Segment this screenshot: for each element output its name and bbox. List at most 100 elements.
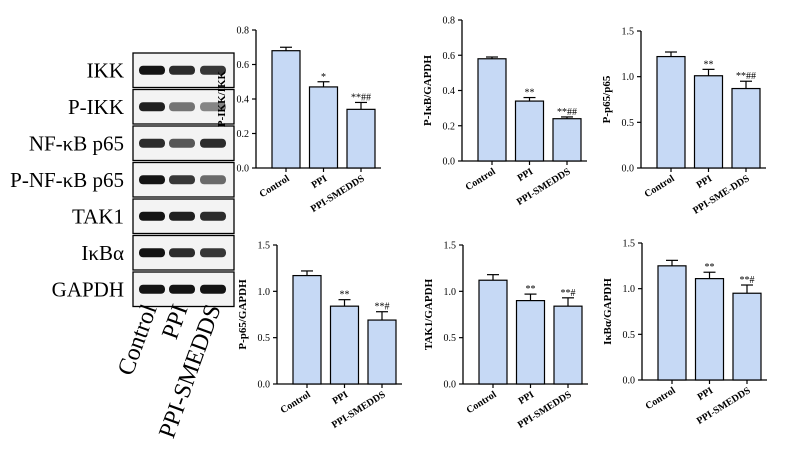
bar <box>732 292 762 381</box>
blot-band <box>200 211 226 221</box>
bar <box>478 279 508 385</box>
significance-label: ** <box>525 88 535 99</box>
blot-lane-label: Control <box>113 301 163 379</box>
blot-band <box>169 211 195 221</box>
x-tick-label: PPI <box>695 173 715 191</box>
y-tick-label: 0.0 <box>623 376 636 387</box>
y-tick-label: 1.5 <box>258 241 271 252</box>
significance-label: **## <box>736 71 756 82</box>
y-tick-label: 0.5 <box>623 330 636 341</box>
significance-label: **# <box>740 275 755 286</box>
y-tick-label: 1.0 <box>258 287 271 298</box>
y-tick-label: 0.2 <box>443 121 456 132</box>
bar <box>694 278 725 381</box>
bar <box>308 86 339 169</box>
significance-label: * <box>321 72 326 83</box>
blot-band <box>169 65 195 75</box>
blot-protein-label: IκBα <box>81 241 124 265</box>
bar <box>515 300 546 385</box>
blot-band <box>139 138 165 148</box>
y-tick-label: 0.5 <box>444 333 457 344</box>
bar <box>656 55 686 169</box>
y-axis-title: IκBα/GAPDH <box>602 278 614 345</box>
blot-band <box>139 248 165 258</box>
y-tick-label: 1.5 <box>622 27 635 38</box>
y-tick-label: 0.0 <box>237 164 250 175</box>
blot-lane-label: PPI <box>157 301 193 342</box>
y-tick-label: 0.8 <box>443 16 456 27</box>
blot-band <box>139 65 165 75</box>
blot-band <box>139 211 165 221</box>
bar <box>329 305 360 385</box>
x-tick-label: Control <box>465 389 499 416</box>
blot-protein-label: NF-κB p65 <box>29 131 124 155</box>
western-blot-panel: IKK P-IKK NF-κB p65 P-NF-κB p65 TAK1 IκBα GAPD… <box>10 52 235 442</box>
y-axis-title: P-p65/p65 <box>601 75 613 123</box>
blot-protein-label: P-IKK <box>68 95 124 119</box>
blot-protein-label: P-NF-κB p65 <box>10 168 124 192</box>
blot-row: P-NF-κB p65 <box>10 161 235 198</box>
y-tick-label: 0.0 <box>444 380 457 391</box>
y-tick-label: 0.5 <box>258 333 271 344</box>
blot-band <box>169 102 195 112</box>
blot-band <box>139 284 165 294</box>
y-axis-title: P-p65/GAPDH <box>237 279 249 350</box>
blot-band <box>139 175 165 185</box>
y-tick-label: 0.0 <box>258 380 271 391</box>
y-tick-label: 1.0 <box>622 72 635 83</box>
blot-band <box>169 138 195 148</box>
y-tick-label: 1.0 <box>623 284 636 295</box>
blot-band <box>200 138 226 148</box>
y-tick-label: 1.0 <box>444 287 457 298</box>
y-tick-label: 0.0 <box>443 157 456 168</box>
x-tick-label: Control <box>279 389 313 416</box>
bar <box>271 50 301 169</box>
y-tick-label: 0.2 <box>237 129 250 140</box>
bar <box>552 118 582 162</box>
bar <box>514 100 545 162</box>
blot-row: IκBα <box>81 234 235 271</box>
blot-protein-label: GAPDH <box>52 277 124 301</box>
bar <box>693 75 724 169</box>
bar <box>367 319 397 385</box>
significance-label: ** <box>526 284 536 295</box>
y-tick-label: 0.4 <box>443 86 456 97</box>
x-tick-label: Control <box>643 173 677 200</box>
blot-band <box>200 65 226 75</box>
bar <box>731 87 761 169</box>
significance-label: **## <box>351 92 371 103</box>
blot-row: P-IKK <box>68 88 235 125</box>
blot-band <box>200 102 226 112</box>
significance-label: **# <box>375 302 390 313</box>
bar <box>553 305 583 385</box>
blot-band <box>200 248 226 258</box>
significance-label: **## <box>557 107 577 118</box>
blot-band <box>200 175 226 185</box>
x-tick-label: PPI <box>516 166 536 184</box>
x-tick-label: PPI <box>517 389 537 407</box>
significance-label: **# <box>561 288 576 299</box>
bar <box>292 274 322 385</box>
y-axis-title: P-IKK/IKK <box>216 70 228 127</box>
y-tick-label: 0.5 <box>622 118 635 129</box>
x-tick-label: Control <box>464 166 498 193</box>
blot-row: NF-κB p65 <box>29 125 235 162</box>
x-tick-label: PPI <box>310 173 330 191</box>
blot-band <box>200 284 226 294</box>
blot-band <box>169 248 195 258</box>
y-tick-label: 0.6 <box>237 60 250 71</box>
y-tick-label: 0.8 <box>237 26 250 37</box>
bar <box>657 265 687 381</box>
y-axis-title: P-IκB/GAPDH <box>422 55 434 126</box>
bar <box>346 108 376 169</box>
x-tick-label: Control <box>644 385 678 412</box>
significance-label: ** <box>705 262 715 273</box>
